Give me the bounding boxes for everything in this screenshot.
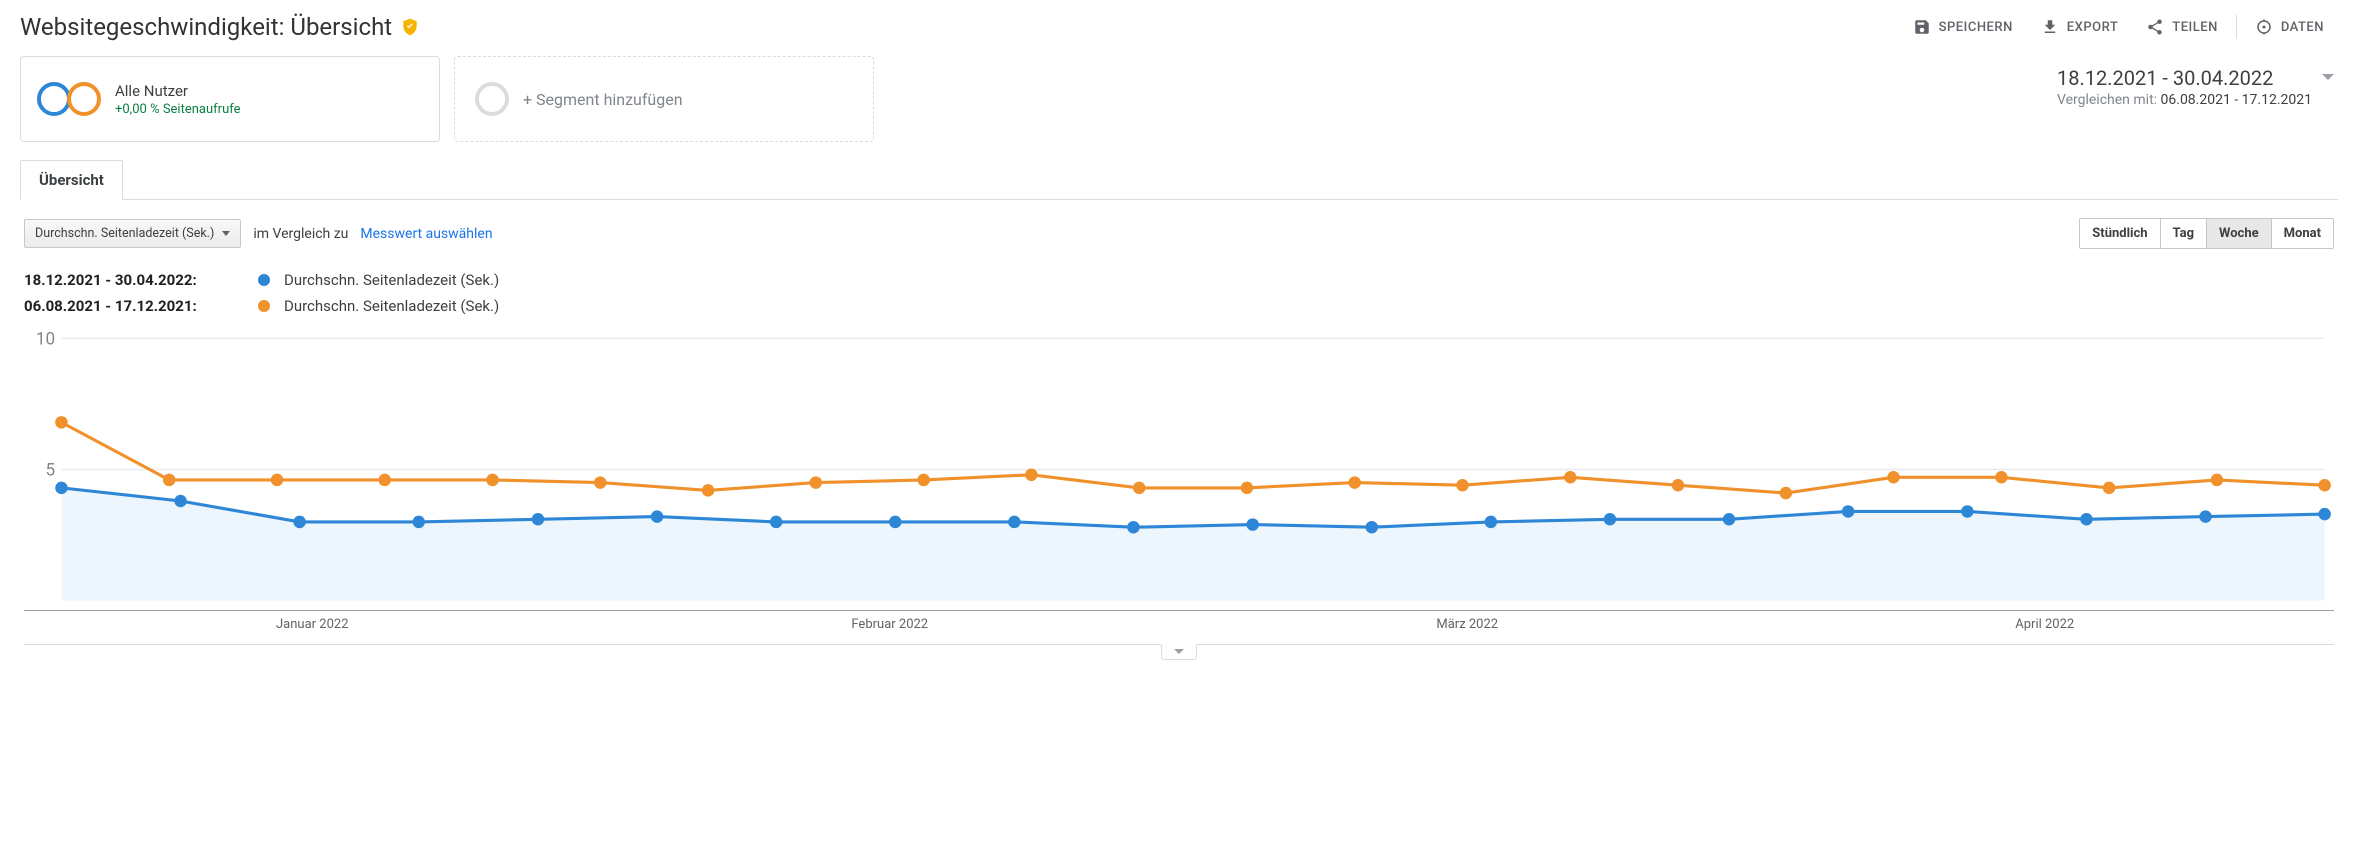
svg-text:10: 10: [36, 330, 55, 350]
save-label: SPEICHERN: [1939, 20, 2013, 35]
header-actions: SPEICHERN EXPORT TEILEN DATEN: [1899, 12, 2338, 42]
add-segment-button[interactable]: + Segment hinzufügen: [454, 56, 874, 142]
x-axis-label: Februar 2022: [602, 611, 1180, 638]
verified-shield-icon: [400, 17, 420, 37]
insights-button[interactable]: DATEN: [2241, 12, 2338, 42]
segment-all-users[interactable]: Alle Nutzer +0,00 % Seitenaufrufe: [20, 56, 440, 142]
share-icon: [2146, 18, 2164, 36]
add-segment-label: + Segment hinzufügen: [523, 90, 683, 109]
bottom-divider: [24, 644, 2334, 645]
chevron-down-icon: [2322, 74, 2334, 80]
share-button[interactable]: TEILEN: [2132, 12, 2232, 42]
divider: [2236, 15, 2237, 39]
expand-chart-button[interactable]: [1161, 644, 1197, 660]
granularity-week[interactable]: Woche: [2206, 219, 2271, 248]
x-axis-label: April 2022: [1757, 611, 2335, 638]
chevron-down-icon: [1174, 649, 1184, 654]
granularity-toggle: Stündlich Tag Woche Monat: [2079, 218, 2334, 249]
legend-row-compare: 06.08.2021 - 17.12.2021: Durchschn. Seit…: [24, 297, 2334, 315]
chevron-down-icon: [222, 231, 230, 236]
segment-circles-icon: [37, 82, 101, 116]
legend-dot-icon: [258, 300, 270, 312]
line-chart: 5 10 Januar 2022Februar 2022März 2022Apri…: [24, 329, 2334, 638]
vs-label: im Vergleich zu: [253, 226, 348, 242]
x-axis-label: März 2022: [1179, 611, 1757, 638]
date-range-primary: 18.12.2021 - 30.04.2022: [2057, 66, 2312, 90]
add-circle-icon: [475, 82, 509, 116]
page-header: Websitegeschwindigkeit: Übersicht SPEICH…: [0, 0, 2358, 52]
tab-overview[interactable]: Übersicht: [20, 160, 123, 200]
date-range-compare: Vergleichen mit: 06.08.2021 - 17.12.2021: [2057, 92, 2312, 108]
chart-controls: Durchschn. Seitenladezeit (Sek.) im Verg…: [0, 200, 2358, 253]
metric-dropdown[interactable]: Durchschn. Seitenladezeit (Sek.): [24, 219, 241, 248]
export-label: EXPORT: [2067, 20, 2118, 35]
export-icon: [2041, 18, 2059, 36]
date-range-picker[interactable]: 18.12.2021 - 30.04.2022 Vergleichen mit:…: [2057, 56, 2338, 142]
granularity-month[interactable]: Monat: [2271, 219, 2333, 248]
metric-dropdown-label: Durchschn. Seitenladezeit (Sek.): [35, 226, 214, 241]
svg-text:5: 5: [46, 461, 56, 481]
tabs: Übersicht: [20, 160, 2338, 200]
segment-row: Alle Nutzer +0,00 % Seitenaufrufe + Segm…: [0, 52, 2358, 142]
export-button[interactable]: EXPORT: [2027, 12, 2132, 42]
x-axis-label: Januar 2022: [24, 611, 602, 638]
insights-label: DATEN: [2281, 20, 2324, 35]
chart-x-axis: Januar 2022Februar 2022März 2022April 20…: [24, 610, 2334, 638]
segment-title: Alle Nutzer: [115, 82, 241, 100]
save-icon: [1913, 18, 1931, 36]
save-button[interactable]: SPEICHERN: [1899, 12, 2027, 42]
page-title: Websitegeschwindigkeit: Übersicht: [20, 13, 392, 41]
legend-row-current: 18.12.2021 - 30.04.2022: Durchschn. Seit…: [24, 271, 2334, 289]
legend-dot-icon: [258, 274, 270, 286]
insights-icon: [2255, 18, 2273, 36]
select-metric-link[interactable]: Messwert auswählen: [360, 226, 492, 242]
granularity-day[interactable]: Tag: [2160, 219, 2207, 248]
share-label: TEILEN: [2172, 20, 2218, 35]
chart-legend: 18.12.2021 - 30.04.2022: Durchschn. Seit…: [0, 253, 2358, 329]
granularity-hourly[interactable]: Stündlich: [2080, 219, 2159, 248]
segment-subtitle: +0,00 % Seitenaufrufe: [115, 102, 241, 117]
